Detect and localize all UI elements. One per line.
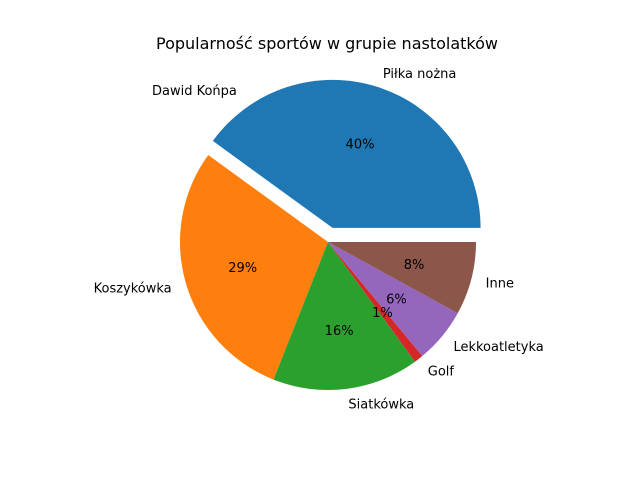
pie-slice-siatkowka	[273, 242, 415, 390]
category-label-golf: Golf	[428, 365, 455, 380]
pie-slice-golf	[328, 242, 423, 362]
pct-label-siatkowka: 16%	[325, 324, 354, 339]
chart-title: Popularność sportów w grupie nastolatków	[156, 34, 498, 53]
category-label-pilka-nozna: Piłka nożna	[383, 67, 456, 82]
pct-label-koszykowka: 29%	[228, 261, 257, 276]
pie-slice-inne	[328, 242, 476, 314]
pct-label-golf: 1%	[372, 306, 393, 321]
pie-slice-lekkoatletyka	[328, 242, 458, 357]
pie-slices	[179, 79, 481, 390]
category-label-inne: Inne	[486, 276, 514, 291]
pct-label-lekkoatletyka: 6%	[386, 293, 407, 308]
pct-label-inne: 8%	[404, 258, 425, 273]
category-label-koszykowka: Koszykówka	[94, 281, 172, 296]
pct-label-pilka-nozna: 40%	[346, 137, 375, 152]
category-label-lekkoatletyka: Lekkoatletyka	[453, 340, 543, 355]
pie-slice-koszykowka	[179, 155, 328, 380]
pie-labels: 40% Piłka nożna 29% Koszykówka 16% Siatkówka 1…	[94, 67, 544, 412]
pie-slice-pilka-nozna	[212, 79, 481, 228]
category-label-siatkowka: Siatkówka	[348, 398, 414, 413]
annotation-text: Dawid Końpa	[152, 84, 237, 99]
